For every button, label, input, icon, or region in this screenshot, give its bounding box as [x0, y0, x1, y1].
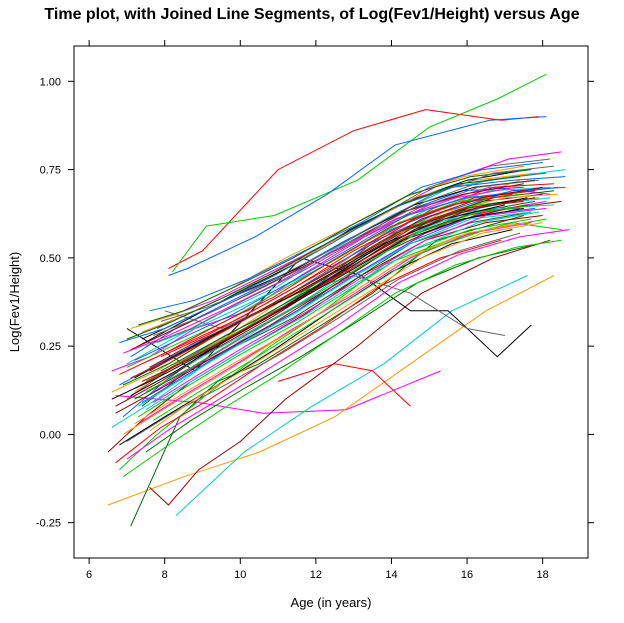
- series-lines: [107, 73, 570, 527]
- series-line: [111, 204, 555, 428]
- series-line: [149, 162, 543, 312]
- y-tick-label: -0.25: [36, 518, 61, 530]
- x-axis-title: Age (in years): [291, 595, 372, 610]
- series-line: [111, 204, 506, 400]
- series-line: [141, 190, 536, 365]
- y-tick-label: 0.25: [40, 341, 61, 353]
- series-line: [160, 165, 555, 322]
- x-tick-label: 16: [461, 569, 473, 581]
- series-line: [107, 215, 543, 453]
- series-line: [138, 218, 532, 418]
- series-line: [107, 275, 555, 506]
- series-line: [277, 363, 411, 407]
- y-tick-label: 0.75: [40, 165, 61, 177]
- series-line: [149, 239, 551, 506]
- series-line: [130, 207, 524, 397]
- series-line: [119, 176, 566, 344]
- series-line: [153, 218, 547, 421]
- y-tick-label: 1.00: [40, 76, 61, 88]
- series-line: [145, 179, 539, 347]
- series-line: [119, 229, 513, 446]
- series-line: [126, 176, 521, 340]
- series-line: [138, 169, 532, 326]
- series-line: [153, 172, 547, 336]
- series-line: [153, 207, 547, 404]
- x-tick-label: 10: [234, 569, 246, 581]
- x-tick-label: 8: [162, 569, 168, 581]
- series-line: [145, 211, 539, 411]
- chart-title: Time plot, with Joined Line Segments, of…: [44, 6, 580, 23]
- series-line: [115, 239, 502, 464]
- series-line: [134, 222, 528, 425]
- series-line: [115, 200, 509, 407]
- plot-frame: [73, 45, 589, 559]
- series-line: [149, 222, 543, 432]
- y-tick-label: 0.00: [40, 429, 61, 441]
- series-line: [115, 200, 562, 414]
- x-tick-label: 6: [86, 569, 92, 581]
- series-line: [171, 73, 547, 273]
- series-line: [175, 275, 528, 516]
- x-tick-label: 12: [310, 569, 322, 581]
- series-line: [141, 197, 536, 382]
- series-line: [122, 200, 517, 386]
- axes: 6 8 10 12 14 16 18 -0.25 0.00 0.25 0.50 0.75 1.00: [36, 40, 594, 581]
- series-line: [145, 204, 539, 393]
- series-line: [141, 207, 536, 404]
- series-line: [134, 190, 528, 361]
- x-tick-label: 18: [537, 569, 549, 581]
- series-line: [138, 211, 532, 407]
- series-line: [138, 222, 532, 425]
- y-axis-title: Log(Fev1/Height): [7, 252, 22, 352]
- series-line: [126, 229, 570, 460]
- series-line: [168, 116, 547, 276]
- series-line: [119, 193, 513, 375]
- x-tick-label: 14: [385, 569, 397, 581]
- series-line: [122, 239, 562, 478]
- series-line: [130, 200, 524, 379]
- series-line: [122, 186, 517, 354]
- series-line: [168, 109, 539, 269]
- y-tick-label: 0.50: [40, 253, 61, 265]
- series-line: [115, 370, 441, 414]
